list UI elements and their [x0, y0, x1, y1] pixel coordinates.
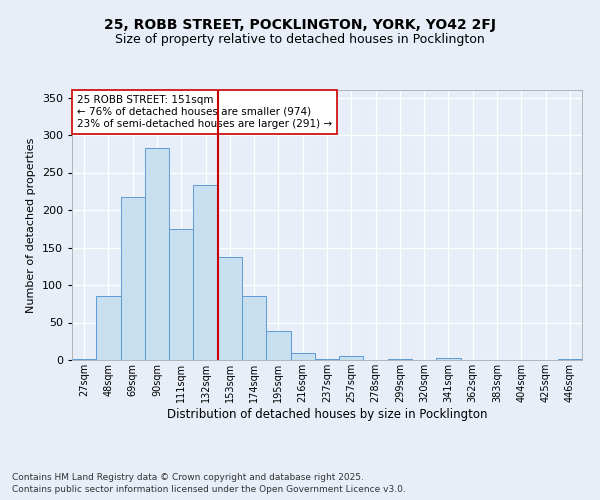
Bar — [339, 356, 364, 360]
Bar — [96, 296, 121, 360]
Text: Size of property relative to detached houses in Pocklington: Size of property relative to detached ho… — [115, 32, 485, 46]
Bar — [436, 358, 461, 360]
Bar — [242, 296, 266, 360]
Bar — [266, 331, 290, 360]
Bar — [193, 185, 218, 360]
Text: Contains public sector information licensed under the Open Government Licence v3: Contains public sector information licen… — [12, 485, 406, 494]
Bar — [169, 229, 193, 360]
Text: Contains HM Land Registry data © Crown copyright and database right 2025.: Contains HM Land Registry data © Crown c… — [12, 472, 364, 482]
Text: 25 ROBB STREET: 151sqm
← 76% of detached houses are smaller (974)
23% of semi-de: 25 ROBB STREET: 151sqm ← 76% of detached… — [77, 96, 332, 128]
Text: 25, ROBB STREET, POCKLINGTON, YORK, YO42 2FJ: 25, ROBB STREET, POCKLINGTON, YORK, YO42… — [104, 18, 496, 32]
Bar — [121, 197, 145, 360]
Bar — [145, 148, 169, 360]
Bar — [315, 358, 339, 360]
Bar — [72, 358, 96, 360]
X-axis label: Distribution of detached houses by size in Pocklington: Distribution of detached houses by size … — [167, 408, 487, 421]
Bar — [388, 359, 412, 360]
Y-axis label: Number of detached properties: Number of detached properties — [26, 138, 36, 312]
Bar — [218, 257, 242, 360]
Bar — [290, 352, 315, 360]
Bar — [558, 359, 582, 360]
